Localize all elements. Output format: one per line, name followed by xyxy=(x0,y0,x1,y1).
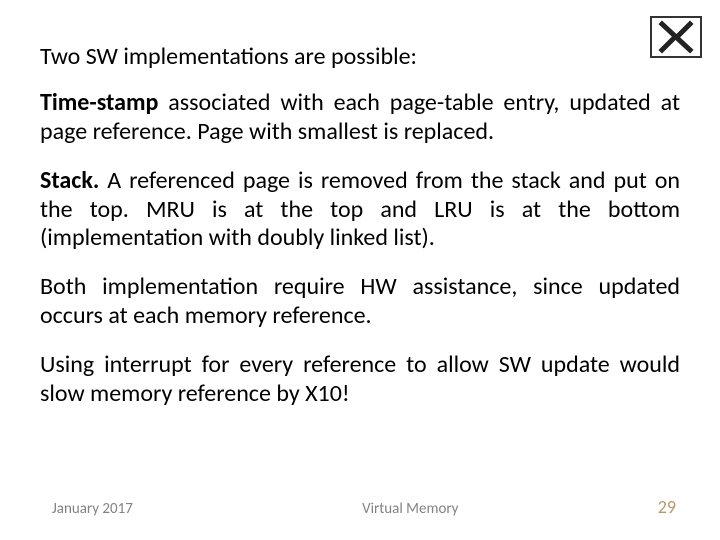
logo-icon xyxy=(650,16,702,58)
university-logo xyxy=(650,16,702,58)
slide: Two SW implementations are possible: Tim… xyxy=(0,0,720,540)
paragraph-stack: Stack. A referenced page is removed from… xyxy=(40,167,680,253)
text-stack: A referenced page is removed from the st… xyxy=(40,166,680,253)
footer-page-number: 29 xyxy=(658,496,676,518)
footer-title: Virtual Memory xyxy=(163,500,658,518)
paragraph-hw: Both implementation require HW assistanc… xyxy=(40,273,680,331)
intro-line: Two SW implementations are possible: xyxy=(40,42,680,71)
bold-timestamp: Time-stamp xyxy=(40,88,158,117)
paragraph-timestamp: Time-stamp associated with each page-tab… xyxy=(40,89,680,147)
footer-date: January 2017 xyxy=(52,500,133,518)
bold-stack: Stack. xyxy=(40,166,99,195)
footer: January 2017 Virtual Memory 29 xyxy=(0,496,720,518)
paragraph-interrupt: Using interrupt for every reference to a… xyxy=(40,351,680,409)
